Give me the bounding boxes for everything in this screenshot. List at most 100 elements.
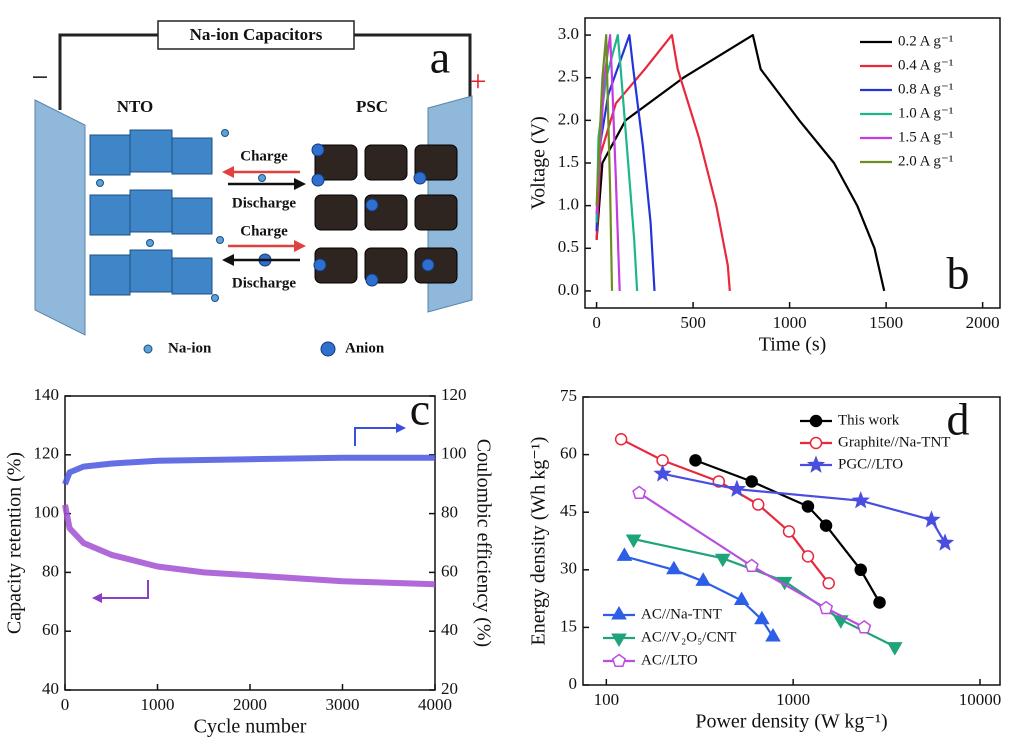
marker (888, 643, 901, 654)
legend-anion (321, 342, 335, 356)
x-tick-label: 2000 (966, 313, 1000, 332)
legend-label: 0.2 A g⁻¹ (898, 33, 953, 49)
x-tick-label: 500 (680, 313, 706, 332)
y-axis-label: Energy density (Wh kg⁻¹) (528, 437, 550, 646)
x-axis-label: Cycle number (194, 716, 307, 738)
marker (746, 476, 757, 487)
y-axis-label: Capacity retention (%) (4, 452, 26, 634)
marker (811, 438, 822, 449)
psc-label: PSC (356, 97, 388, 116)
page: Na-ion Capacitors a − + NTO PSC (0, 0, 1012, 741)
y2-tick-label: 80 (441, 503, 458, 522)
x-tick-label: 2000 (233, 695, 267, 714)
legend-label: This work (838, 412, 900, 428)
y2-tick-label: 60 (441, 561, 458, 580)
y2-tick-label: 120 (441, 385, 467, 404)
x-tick-label: 100 (594, 690, 620, 709)
y2-tick-label: 20 (441, 679, 458, 698)
legend-label: 0.8 A g⁻¹ (898, 81, 953, 97)
y-tick-label: 0 (569, 674, 578, 693)
figure: Na-ion Capacitors a − + NTO PSC (0, 0, 1012, 741)
legend-label: Na-ion (168, 340, 212, 356)
marker (823, 578, 834, 589)
y-tick-label: 80 (42, 561, 59, 580)
legend-label: Graphite//Na-TNT (838, 434, 950, 450)
plus-sign: + (470, 65, 487, 98)
marker (858, 621, 870, 633)
marker (783, 526, 794, 537)
nto-crystals (90, 130, 212, 295)
marker (802, 501, 813, 512)
marker (855, 564, 866, 575)
marker (613, 634, 626, 645)
plot-frame (65, 396, 435, 690)
y-tick-label: 45 (560, 501, 577, 520)
legend-label: 0.4 A g⁻¹ (898, 57, 953, 73)
diagram-title: Na-ion Capacitors (190, 25, 323, 44)
marker (613, 655, 625, 667)
y-tick-label: 3.0 (558, 24, 579, 43)
legend-label: 2.0 A g⁻¹ (898, 153, 953, 169)
y-tick-label: 1.0 (558, 195, 579, 214)
arrow-label: Charge (240, 148, 288, 164)
x-tick-label: 1000 (141, 695, 175, 714)
y-tick-label: 1.5 (558, 152, 579, 171)
marker (657, 455, 668, 466)
marker (613, 608, 626, 619)
panel-label: c (410, 384, 430, 435)
y-axis-label: Voltage (V) (528, 116, 550, 210)
legend-label: AC//Na-TNT (641, 606, 722, 622)
series-line (65, 505, 435, 584)
x-tick-label: 0 (592, 313, 601, 332)
marker (874, 597, 885, 608)
legend-label: AC//V₂O₅/CNT (641, 629, 736, 645)
legend-label: PGC//LTO (838, 456, 903, 472)
y-tick-label: 0.0 (558, 280, 579, 299)
y-tick-label: 140 (34, 385, 60, 404)
y-tick-label: 15 (560, 616, 577, 635)
marker (616, 434, 627, 445)
x-tick-label: 1500 (869, 313, 903, 332)
marker (730, 482, 744, 496)
y-tick-label: 75 (560, 386, 577, 405)
x-tick-label: 1000 (773, 313, 807, 332)
arrow-label: Discharge (232, 275, 296, 291)
y-tick-label: 2.0 (558, 109, 579, 128)
marker (633, 487, 645, 499)
y-tick-label: 120 (34, 444, 60, 463)
marker (938, 535, 952, 549)
marker (655, 466, 669, 480)
y-tick-label: 60 (42, 620, 59, 639)
panel-label: a (430, 32, 450, 83)
marker (802, 551, 813, 562)
minus-sign: − (32, 61, 49, 94)
marker (618, 549, 631, 560)
panel-label: b (947, 248, 970, 299)
marker (821, 520, 832, 531)
psc-blocks (315, 145, 457, 283)
legend-label: 1.0 A g⁻¹ (898, 105, 953, 121)
marker (820, 602, 832, 614)
marker (854, 493, 868, 507)
marker (753, 499, 764, 510)
nto-label: NTO (117, 97, 154, 116)
arrow-label: Discharge (232, 195, 296, 211)
legend-label: 1.5 A g⁻¹ (898, 129, 953, 145)
x-axis-label: Power density (W kg⁻¹) (695, 711, 887, 733)
y-tick-label: 2.5 (558, 67, 579, 86)
x-tick-label: 1000 (776, 690, 810, 709)
x-tick-label: 10000 (959, 690, 1002, 709)
y-tick-label: 60 (560, 444, 577, 463)
y2-axis-label: Coulombic efficiency (%) (472, 439, 494, 647)
y-tick-label: 30 (560, 559, 577, 578)
legend-label: Anion (345, 340, 385, 356)
x-axis-label: Time (s) (759, 334, 827, 356)
x-tick-label: 0 (61, 695, 70, 714)
marker (924, 512, 938, 526)
arrow-label: Charge (240, 223, 288, 239)
marker (690, 455, 701, 466)
y2-tick-label: 40 (441, 620, 458, 639)
legend-label: AC//LTO (641, 652, 698, 668)
marker (809, 458, 823, 472)
y-tick-label: 40 (42, 679, 59, 698)
